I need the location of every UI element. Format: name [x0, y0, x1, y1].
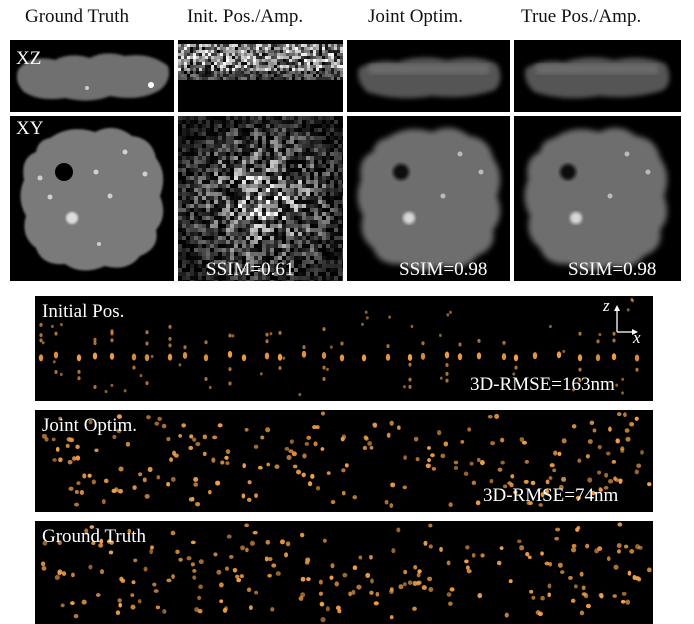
- strip-truth-spots: [40, 522, 652, 623]
- axis-z-label: z: [603, 296, 610, 315]
- xz-ground-truth-image: [16, 53, 169, 101]
- strip-initial: Initial Pos. 3D-RMSE=163nm z x: [35, 296, 653, 401]
- col-header-init: Init. Pos./Amp.: [187, 6, 304, 27]
- col-header-joint: Joint Optim.: [368, 6, 464, 27]
- xy-row-label: XY: [16, 118, 44, 139]
- xy-true-image: [524, 127, 668, 271]
- xz-joint-image: [358, 57, 501, 99]
- col-header-true: True Pos./Amp.: [521, 6, 642, 27]
- axis-x-label: x: [633, 328, 641, 347]
- strip-truth-label: Ground Truth: [42, 526, 146, 547]
- xz-true-image: [525, 57, 670, 99]
- strip-joint-label: Joint Optim.: [42, 415, 138, 436]
- ssim-true-label: SSIM=0.98: [568, 259, 657, 280]
- axis-indicator: z x: [603, 296, 649, 347]
- xy-init-panel: SSIM=0.61: [178, 116, 343, 281]
- xy-ground-truth-image: [20, 127, 164, 271]
- xy-joint-image: [357, 127, 501, 271]
- xy-ground-truth-panel: XY: [10, 116, 174, 281]
- ssim-joint-label: SSIM=0.98: [399, 259, 488, 280]
- xz-init-image: [178, 44, 343, 80]
- strip-initial-label: Initial Pos.: [42, 301, 125, 322]
- xy-true-panel: SSIM=0.98: [514, 116, 681, 281]
- xz-init-panel: [178, 40, 343, 112]
- axis-arrows-icon: [614, 305, 638, 335]
- strip-joint-spots: [41, 411, 652, 508]
- xz-true-panel: [514, 40, 681, 112]
- strip-initial-rmse: 3D-RMSE=163nm: [470, 374, 615, 395]
- strip-initial-spots: [38, 297, 640, 397]
- strip-joint: Joint Optim. 3D-RMSE=74nm: [35, 410, 653, 512]
- xy-joint-panel: SSIM=0.98: [347, 116, 510, 281]
- xz-ground-truth-panel: XZ: [10, 40, 174, 112]
- strip-truth: Ground Truth: [35, 521, 653, 624]
- strip-joint-rmse: 3D-RMSE=74nm: [483, 485, 619, 506]
- xy-init-image: [178, 116, 343, 281]
- xz-joint-panel: [347, 40, 510, 112]
- ssim-init-label: SSIM=0.61: [206, 259, 295, 280]
- xz-row-label: XZ: [16, 48, 42, 69]
- col-header-ground-truth: Ground Truth: [25, 6, 129, 27]
